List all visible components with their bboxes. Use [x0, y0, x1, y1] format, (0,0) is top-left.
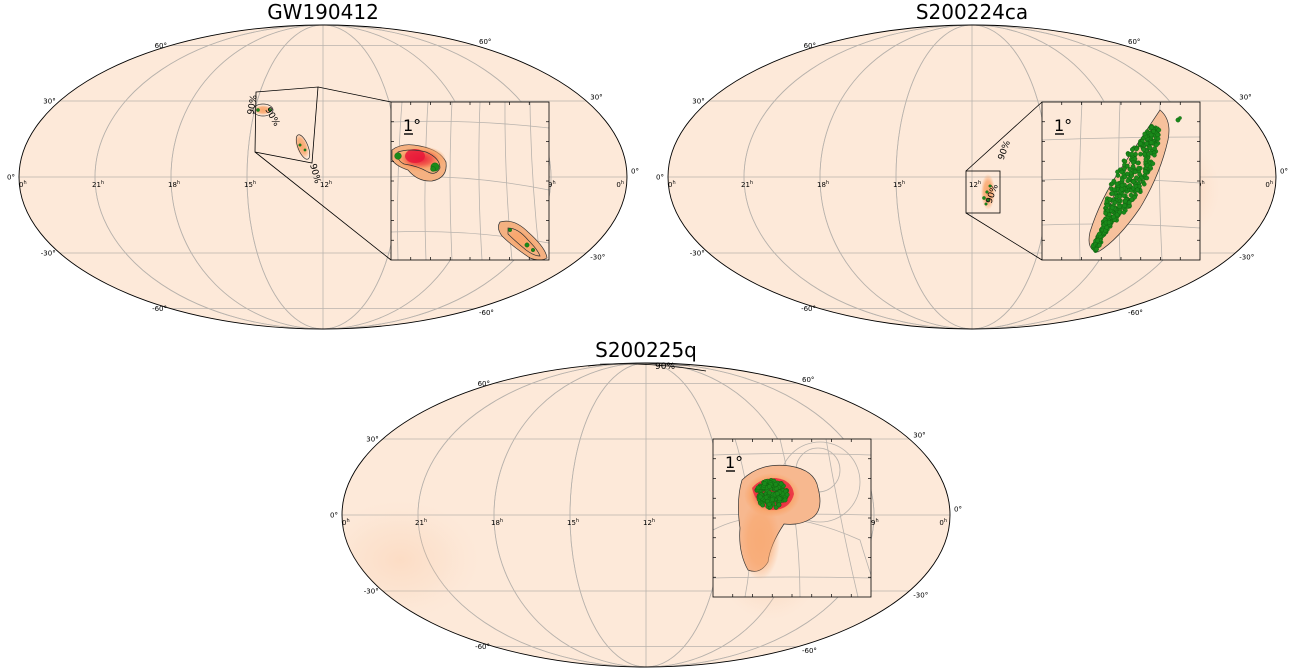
ra-tick-label: 12h: [643, 518, 655, 527]
dec-tick-label: -60°: [475, 643, 490, 651]
sky-boundary: [341, 362, 951, 668]
dec-tick-label: -60°: [152, 305, 167, 313]
inset-scale-label: 1°: [403, 116, 421, 135]
dec-tick-label: 0°: [7, 174, 15, 182]
probability-region-south: [498, 220, 548, 260]
contour-label: 90%: [246, 94, 259, 116]
ra-tick-label: 9h: [548, 180, 556, 189]
ra-tick-label: 0h: [616, 180, 624, 189]
galaxy-markers: [394, 152, 440, 172]
inset-ticks: [1042, 102, 1200, 260]
probability-region-north: [391, 144, 447, 182]
ra-tick-label: 0h: [19, 180, 27, 189]
ra-tick-label: 0h: [668, 180, 676, 189]
probability-region: [1088, 109, 1182, 253]
dec-tick-label: 60°: [804, 42, 816, 50]
dec-tick-label: -30°: [41, 250, 56, 258]
zoom-inset: 1°: [1041, 101, 1201, 261]
axis-labels: 0h 21h 18h 15h 12h 9h 0h 60° 60° 30° 30° 0° 0° -30° -3…: [330, 376, 962, 655]
sky-boundary: [667, 24, 1277, 330]
probability-region: [252, 103, 311, 160]
zoom-inset: 1°: [712, 438, 872, 598]
dec-tick-label: 30°: [366, 436, 378, 444]
ra-tick-label: 18h: [168, 180, 180, 189]
dec-tick-label: -60°: [802, 647, 817, 655]
dec-tick-label: 60°: [479, 38, 491, 46]
dec-tick-label: -60°: [801, 305, 816, 313]
dec-tick-label: 0°: [954, 506, 962, 514]
dec-tick-label: -30°: [690, 250, 705, 258]
s200224ca-sky-map: S200224ca90%90%0h21h18h15h12h9h0h60°60°3…: [656, 0, 1288, 330]
dec-tick-label: 60°: [802, 376, 814, 384]
ra-tick-label: 0h: [342, 518, 350, 527]
map-title: S200224ca: [916, 0, 1028, 24]
galaxy-markers: [508, 227, 536, 252]
dec-tick-label: 60°: [155, 42, 167, 50]
dec-tick-label: 0°: [330, 512, 338, 520]
dec-tick-label: 30°: [692, 98, 704, 106]
axis-labels: 0h 21h 18h 15h 12h 9h 0h 60° 60° 30° 30° 0° 0° -30° -3…: [7, 38, 639, 317]
inset-ticks: [391, 102, 549, 260]
galaxy-markers: [256, 108, 307, 152]
dec-tick-label: 30°: [1239, 94, 1251, 102]
ra-tick-label: 9h: [871, 518, 879, 527]
ra-tick-label: 18h: [817, 180, 829, 189]
dec-tick-label: -30°: [913, 592, 928, 600]
dec-tick-label: 30°: [43, 98, 55, 106]
galaxy-markers: [1090, 116, 1182, 253]
dec-tick-label: 60°: [1128, 38, 1140, 46]
ra-tick-label: 15h: [244, 180, 256, 189]
inset-graticule: [391, 102, 549, 260]
contour-label: 90%: [655, 362, 675, 372]
ra-tick-label: 21h: [741, 180, 753, 189]
ra-tick-label: 15h: [893, 180, 905, 189]
dec-tick-label: 0°: [656, 174, 664, 182]
dec-tick-label: -30°: [364, 588, 379, 596]
zoom-inset: 1°: [390, 101, 550, 261]
map-title: GW190412: [267, 0, 379, 24]
inset-ticks: [713, 439, 871, 597]
dec-tick-label: 30°: [913, 432, 925, 440]
galaxy-markers: [982, 184, 992, 206]
dec-tick-label: -30°: [1239, 254, 1254, 262]
ra-tick-label: 21h: [92, 180, 104, 189]
dec-tick-label: -30°: [590, 254, 605, 262]
ra-tick-label: 12h: [320, 180, 332, 189]
ra-tick-label: 0h: [1265, 180, 1273, 189]
inset-footprint: 90%: [587, 362, 707, 372]
dec-tick-label: -60°: [1128, 309, 1143, 317]
ra-tick-label: 18h: [491, 518, 503, 527]
probability-region: [738, 464, 821, 580]
dec-tick-label: -60°: [479, 309, 494, 317]
dec-tick-label: 60°: [478, 380, 490, 388]
inset-scale-label: 1°: [1054, 116, 1072, 135]
sky-boundary: [18, 24, 628, 330]
dec-tick-label: 0°: [631, 168, 639, 176]
dec-tick-label: 30°: [590, 94, 602, 102]
map-title: S200225q: [595, 338, 697, 362]
ra-tick-label: 12h: [969, 180, 981, 189]
ra-tick-label: 15h: [567, 518, 579, 527]
dec-tick-label: 0°: [1280, 168, 1288, 176]
ra-tick-label: 21h: [415, 518, 427, 527]
ra-tick-label: 0h: [939, 518, 947, 527]
ra-tick-label: 9h: [1197, 180, 1205, 189]
inset-scale-label: 1°: [725, 453, 743, 472]
galaxy-markers: [754, 477, 790, 510]
axis-labels: 0h 21h 18h 15h 12h 9h 0h 60° 60° 30° 30° 0° 0° -30° -3…: [656, 38, 1288, 317]
